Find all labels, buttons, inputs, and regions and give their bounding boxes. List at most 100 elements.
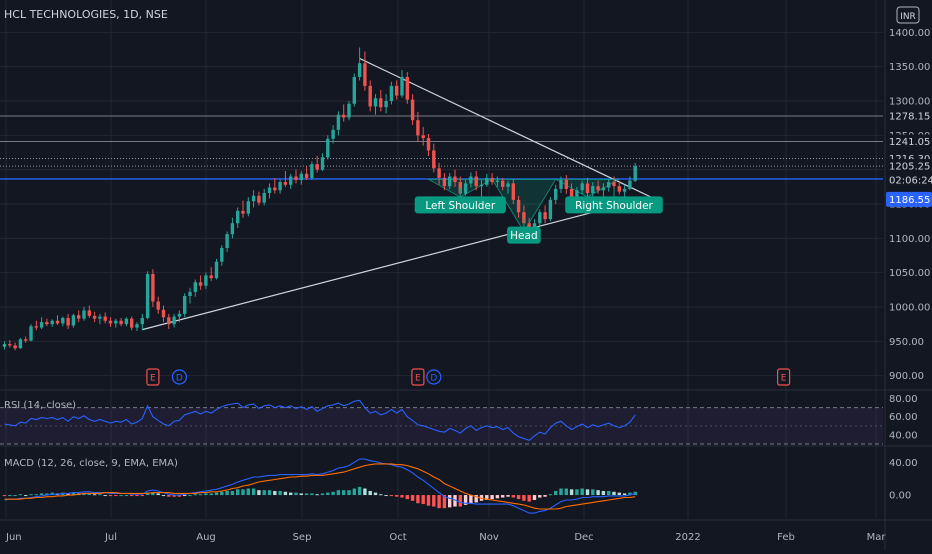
candle-body — [601, 187, 606, 191]
label-box — [565, 196, 663, 214]
marker-letter: E — [415, 374, 421, 384]
macd-histogram-bar — [209, 493, 213, 496]
price-level-label: 1186.55 — [886, 191, 932, 207]
earnings-marker[interactable]: E — [146, 368, 160, 386]
pattern-label[interactable]: Right Shoulder — [565, 188, 663, 214]
pattern-label[interactable]: Left Shoulder — [414, 188, 506, 214]
macd-histogram-bar — [167, 495, 171, 497]
price-tick-label: 1100.00 — [889, 234, 930, 245]
time-tick-label: 2022 — [675, 532, 700, 543]
macd-histogram-bar — [554, 490, 558, 496]
rsi-tick-label: 40.00 — [889, 430, 918, 441]
macd-histogram-bar — [628, 492, 632, 496]
price-tick-label: 1000.00 — [889, 302, 930, 313]
macd-histogram-bar — [405, 495, 409, 500]
time-tick-label: Sep — [293, 532, 312, 543]
macd-histogram-bar — [463, 495, 468, 505]
candle-body — [331, 129, 335, 139]
candle-body — [151, 274, 155, 302]
candle-body — [559, 179, 563, 189]
macd-histogram-bar — [13, 495, 17, 497]
macd-histogram-bar — [177, 495, 182, 497]
candle-body — [400, 76, 404, 96]
candle-body — [495, 180, 500, 183]
candle-body — [172, 316, 176, 325]
candle-body — [124, 318, 129, 325]
time-tick-label: Nov — [479, 532, 499, 543]
macd-histogram-bar — [251, 488, 256, 496]
label-box — [414, 196, 506, 214]
candle-body — [257, 195, 261, 203]
dividend-marker[interactable]: D — [426, 369, 442, 385]
macd-histogram-bar — [342, 490, 346, 496]
macd-histogram-bar — [522, 495, 526, 501]
macd-histogram-bar — [580, 488, 584, 496]
candle-body — [230, 223, 235, 235]
candle-body — [511, 183, 515, 200]
dividend-marker[interactable]: D — [171, 369, 187, 385]
candle-body — [50, 320, 54, 325]
currency-badge[interactable]: INR — [896, 6, 920, 24]
candle-body — [554, 188, 558, 200]
candles — [2, 47, 637, 351]
candle-body — [39, 322, 44, 328]
candle-body — [236, 210, 240, 224]
macd-histogram-bar — [596, 490, 600, 496]
macd-histogram-bar — [214, 492, 219, 496]
candle-body — [612, 182, 616, 187]
macd-histogram-bar — [45, 493, 49, 496]
macd-histogram-bar — [485, 495, 489, 500]
rsi-tick-label: 60.00 — [889, 412, 918, 423]
macd-histogram-bar — [183, 495, 187, 497]
macd-histogram-bar — [320, 493, 325, 496]
marker-letter: D — [430, 374, 437, 384]
trendline-ascending[interactable] — [142, 196, 652, 331]
macd-histogram-bar — [421, 495, 425, 505]
candle-body — [575, 190, 579, 199]
candle-body — [596, 186, 600, 191]
macd-histogram-bar — [315, 494, 319, 496]
macd-histogram-bar — [193, 494, 197, 496]
price-level-label: 1241.05 — [886, 134, 932, 149]
earnings-marker[interactable]: E — [776, 368, 791, 386]
countdown-bg — [886, 172, 932, 187]
macd-histogram-bar — [66, 493, 70, 496]
price-tick-label: 1300.00 — [889, 97, 930, 108]
marker-shape — [776, 368, 791, 386]
macd-histogram-bar — [2, 495, 7, 497]
macd-histogram-bar — [400, 495, 404, 498]
macd-histogram-bar — [511, 495, 515, 498]
candle-body — [13, 345, 17, 349]
macd-histogram-bar — [236, 489, 240, 496]
time-tick-label: Oct — [389, 532, 406, 543]
candle-body — [442, 177, 447, 187]
macd-histogram-bar — [124, 495, 129, 497]
candle-body — [103, 316, 107, 321]
macd-histogram-bar — [71, 492, 76, 496]
macd-histogram-bar — [304, 493, 309, 496]
macd-histogram-bar — [607, 490, 611, 496]
pattern-label[interactable]: Head — [507, 218, 541, 244]
candle-body — [622, 188, 627, 192]
candle-body — [193, 282, 197, 292]
candle-body — [61, 317, 65, 324]
macd-histogram-bar — [98, 494, 102, 496]
price-level-label: 1278.15 — [886, 109, 932, 124]
macd-histogram-bar — [384, 495, 388, 497]
macd-histogram-bar — [490, 495, 494, 500]
candle-body — [410, 99, 415, 121]
macd-histogram-bar — [575, 489, 579, 496]
macd-histogram-bar — [416, 495, 420, 504]
macd-histogram-bar — [87, 493, 91, 496]
macd-histogram-bar — [156, 493, 160, 496]
candle-body — [8, 344, 12, 346]
macd-histogram-bar — [257, 490, 261, 496]
macd-histogram-bar — [103, 495, 107, 497]
earnings-marker[interactable]: E — [411, 368, 425, 386]
candle-body — [130, 318, 134, 328]
macd-histogram-bar — [516, 495, 521, 500]
candle-body — [87, 310, 91, 316]
candle-body — [66, 317, 70, 326]
